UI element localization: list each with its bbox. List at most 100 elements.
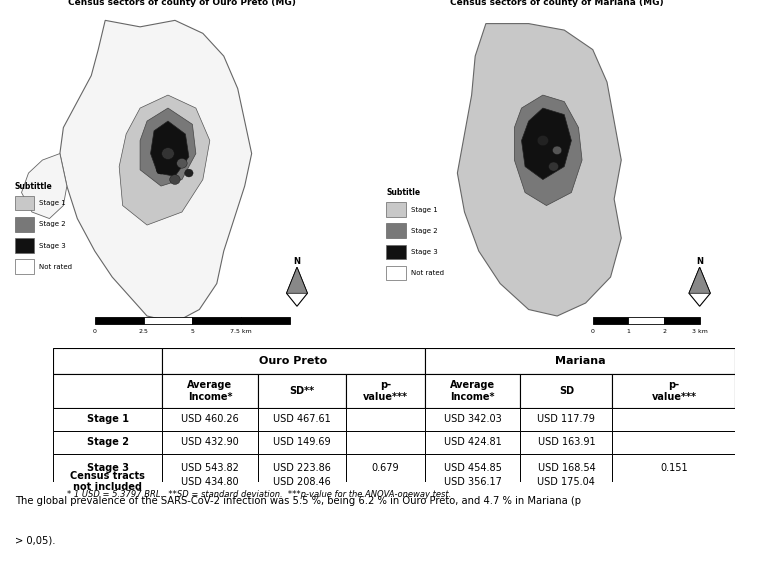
Bar: [612, 454, 735, 482]
Bar: [95, 317, 143, 324]
Bar: [521, 431, 612, 454]
Bar: [628, 317, 664, 324]
Text: USD 424.81: USD 424.81: [443, 437, 502, 447]
Polygon shape: [522, 108, 572, 180]
Text: USD 163.91: USD 163.91: [537, 437, 595, 447]
Bar: [521, 408, 612, 431]
Bar: [14, 238, 33, 253]
Text: USD 432.90: USD 432.90: [181, 437, 239, 447]
Text: USD 543.82: USD 543.82: [181, 463, 239, 473]
Bar: [53, 431, 162, 454]
Bar: [386, 245, 406, 259]
Text: 2: 2: [662, 329, 666, 334]
Text: USD 208.46: USD 208.46: [273, 477, 331, 487]
Bar: [424, 431, 521, 454]
Text: Stage 2: Stage 2: [411, 228, 437, 234]
Polygon shape: [158, 141, 182, 173]
Bar: [162, 408, 258, 431]
Text: 5: 5: [190, 329, 194, 334]
Text: Stage 1: Stage 1: [86, 414, 129, 424]
Bar: [346, 454, 424, 482]
Text: Census sectors of county of Mariana (MG): Census sectors of county of Mariana (MG): [450, 0, 664, 7]
Circle shape: [177, 158, 187, 168]
Text: USD 460.26: USD 460.26: [181, 414, 239, 424]
Circle shape: [156, 165, 165, 174]
Circle shape: [161, 148, 174, 160]
Bar: [14, 259, 33, 274]
Text: p-
value***: p- value***: [651, 380, 697, 402]
Bar: [386, 223, 406, 238]
Bar: [53, 454, 162, 482]
Bar: [521, 374, 612, 408]
Bar: [14, 196, 33, 210]
Bar: [258, 454, 346, 482]
Polygon shape: [287, 267, 308, 306]
Text: N: N: [293, 256, 300, 266]
Bar: [521, 454, 612, 482]
Bar: [424, 408, 521, 431]
Text: Stage 3: Stage 3: [86, 463, 129, 473]
Text: 2.5: 2.5: [139, 329, 149, 334]
Text: 0.151: 0.151: [660, 463, 688, 473]
Polygon shape: [60, 21, 252, 323]
Text: Census sectors of county of Ouro Preto (MG): Census sectors of county of Ouro Preto (…: [68, 0, 296, 7]
Polygon shape: [119, 95, 210, 225]
Bar: [386, 202, 406, 217]
Text: USD 454.85: USD 454.85: [443, 463, 502, 473]
Text: 0: 0: [92, 329, 97, 334]
Text: Not rated: Not rated: [411, 270, 444, 276]
Text: USD 467.61: USD 467.61: [273, 414, 331, 424]
Bar: [162, 348, 424, 374]
Bar: [53, 408, 162, 431]
Text: 3 km: 3 km: [692, 329, 707, 334]
Text: Stage 2: Stage 2: [39, 221, 66, 227]
Text: Stage 2: Stage 2: [86, 437, 129, 447]
Circle shape: [170, 174, 180, 185]
Text: USD 342.03: USD 342.03: [443, 414, 502, 424]
Bar: [424, 374, 521, 408]
Polygon shape: [689, 267, 710, 306]
Circle shape: [185, 169, 193, 177]
Polygon shape: [457, 23, 622, 316]
Text: SD: SD: [559, 386, 574, 396]
Bar: [612, 408, 735, 431]
Text: Ouro Preto: Ouro Preto: [259, 356, 327, 366]
Text: p-
value***: p- value***: [363, 380, 408, 402]
Text: Census tracts
not included: Census tracts not included: [70, 471, 145, 492]
Bar: [593, 317, 628, 324]
Polygon shape: [151, 121, 189, 176]
Text: 0.679: 0.679: [372, 463, 399, 473]
Bar: [424, 348, 735, 374]
Text: 7.5 km: 7.5 km: [230, 329, 252, 334]
Bar: [162, 374, 258, 408]
Text: Stage 3: Stage 3: [411, 249, 438, 255]
Text: 1: 1: [626, 329, 631, 334]
Bar: [258, 431, 346, 454]
Text: > 0,05).: > 0,05).: [15, 535, 55, 545]
Bar: [53, 348, 162, 374]
Polygon shape: [689, 267, 710, 293]
Bar: [346, 431, 424, 454]
Text: USD 175.04: USD 175.04: [537, 477, 595, 487]
Text: USD 117.79: USD 117.79: [537, 414, 595, 424]
Circle shape: [537, 135, 549, 146]
Bar: [258, 408, 346, 431]
Bar: [664, 317, 700, 324]
Text: Stage 1: Stage 1: [411, 207, 438, 213]
Circle shape: [549, 162, 559, 171]
Circle shape: [553, 146, 562, 154]
Text: Subtitle: Subtitle: [386, 189, 420, 197]
Circle shape: [535, 153, 543, 161]
Text: 0: 0: [590, 329, 595, 334]
Bar: [241, 317, 290, 324]
Bar: [386, 266, 406, 280]
Text: The global prevalence of the SARS-CoV-2 infection was 5.5 %, being 6.2 % in Ouro: The global prevalence of the SARS-CoV-2 …: [15, 496, 581, 506]
Bar: [162, 431, 258, 454]
Text: Not rated: Not rated: [39, 263, 72, 270]
Polygon shape: [532, 124, 561, 163]
Bar: [346, 374, 424, 408]
Polygon shape: [140, 108, 196, 186]
Bar: [193, 317, 241, 324]
Text: USD 149.69: USD 149.69: [273, 437, 331, 447]
Bar: [143, 317, 193, 324]
